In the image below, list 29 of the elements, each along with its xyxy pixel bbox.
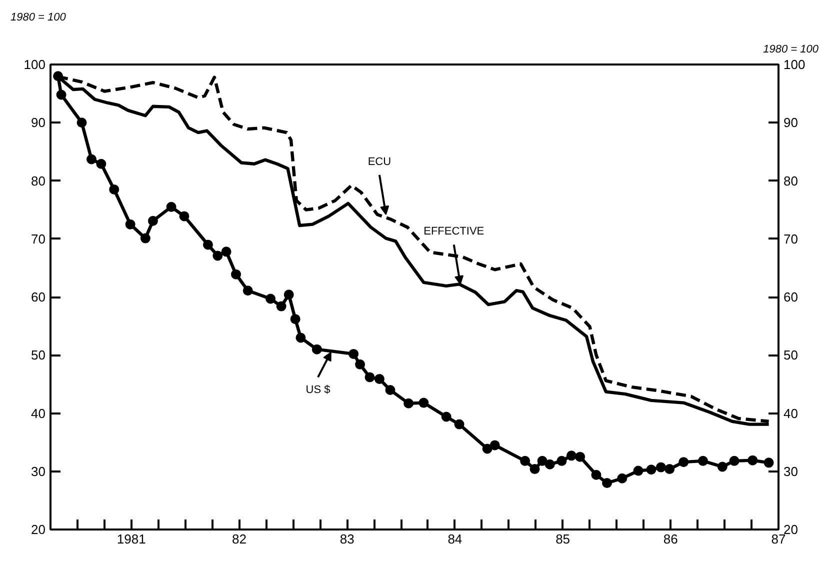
y-tick-label: 60 [31, 290, 46, 304]
annotation: ECU [368, 156, 392, 168]
x-tick-label: 1981 [116, 532, 146, 546]
x-tick-label: 85 [556, 532, 570, 546]
y2-tick-label: 20 [784, 522, 798, 537]
y-tick-label: 50 [31, 348, 46, 363]
x-tick-label: 86 [663, 532, 678, 546]
x-tick-label: 82 [232, 532, 246, 546]
y2-tick-label: 30 [784, 464, 798, 479]
y-tick-label: 90 [31, 115, 46, 130]
y2-tick-label: 90 [784, 115, 798, 130]
y2-tick-label: 100 [784, 57, 806, 72]
annotation: US $ [306, 384, 330, 396]
x-tick-label: 83 [340, 532, 354, 546]
y2-tick-label: 70 [784, 231, 798, 246]
y-tick-label: 40 [31, 406, 46, 421]
y-tick-label: 80 [31, 173, 46, 188]
y-axis-title: 1980 = 100 [10, 12, 67, 24]
y2-tick-label: 80 [784, 173, 798, 188]
y2-tick-label: 50 [784, 348, 798, 363]
y2-tick-label: 40 [784, 406, 798, 421]
y2-tick-label: 60 [784, 290, 798, 304]
y-tick-label: 20 [31, 522, 46, 537]
annotation: EFFECTIVE [424, 226, 484, 238]
y2-axis-title: 1980 = 100 [763, 44, 820, 56]
x-tick-label: 84 [448, 532, 462, 546]
y-tick-label: 100 [24, 57, 46, 72]
y-tick-label: 70 [31, 231, 46, 246]
y-tick-label: 30 [31, 464, 46, 479]
